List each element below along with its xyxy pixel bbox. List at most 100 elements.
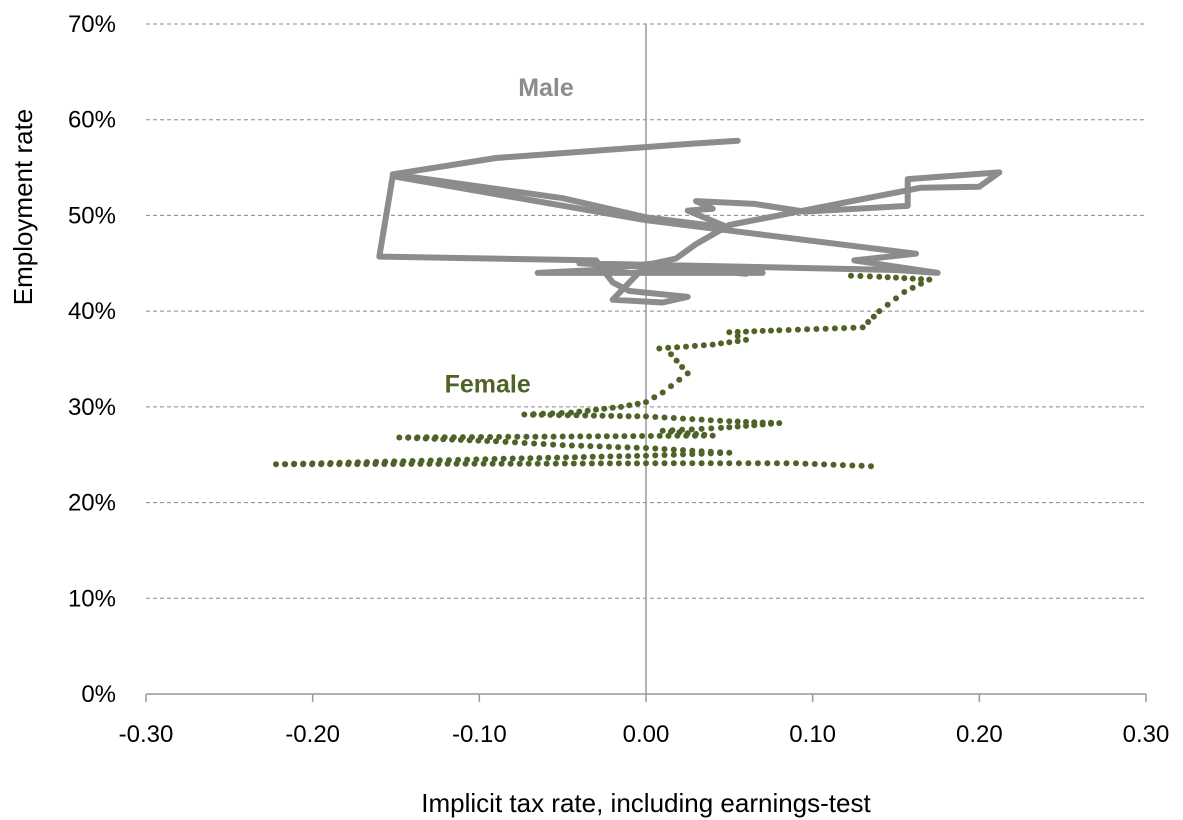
female-series-dot [884, 301, 891, 308]
female-series-dot [422, 435, 429, 442]
female-series-dot [683, 432, 690, 439]
female-series-dot [573, 412, 580, 419]
female-series-dot [794, 326, 801, 333]
female-series-dot [661, 414, 668, 421]
female-series-dot [390, 461, 397, 467]
female-series-dot [745, 460, 752, 467]
female-series-dot [514, 433, 521, 440]
female-series-dot [670, 415, 677, 421]
female-series-dot [918, 280, 924, 287]
y-tick-label: 10% [68, 585, 116, 612]
female-series-dot [634, 460, 640, 467]
female-series-dot [831, 325, 838, 332]
female-series-dot [768, 327, 774, 334]
male-series-label: Male [518, 74, 574, 102]
female-series-dot [381, 461, 388, 467]
female-series-dot [563, 454, 569, 461]
female-series-dot [734, 418, 741, 425]
female-series-dot [785, 327, 792, 333]
female-series-dot [363, 461, 370, 468]
female-series-dot [512, 439, 518, 446]
female-series-dot [870, 313, 877, 320]
female-series-dot [530, 411, 536, 418]
axes [145, 24, 1147, 702]
female-series-dot [783, 460, 790, 467]
female-series-dot [584, 407, 591, 414]
female-series-dot [743, 336, 749, 343]
female-series-dot [698, 460, 705, 467]
female-series-dot [431, 435, 438, 442]
female-series-dot [759, 327, 766, 334]
female-series-dot [708, 425, 715, 432]
female-series-dot [717, 460, 724, 467]
x-tick-label: 0.10 [789, 721, 836, 748]
female-series-dot [616, 453, 623, 460]
female-series-dot [674, 432, 681, 439]
female-series-dot [612, 433, 619, 440]
female-series-dot [688, 426, 695, 433]
female-series-dot [509, 455, 516, 462]
female-series-dot [543, 460, 550, 467]
y-tick-label: 40% [68, 298, 116, 325]
female-series-dot [865, 319, 872, 325]
male-series-line [376, 137, 1003, 306]
female-series-dot [665, 432, 672, 439]
female-series-dot [507, 460, 514, 467]
y-axis-title: Employment rate [8, 109, 38, 306]
female-series-dot [647, 433, 654, 439]
female-series-dot [670, 451, 677, 458]
female-series-dot [680, 460, 686, 467]
female-series-dot [457, 436, 464, 443]
female-series-dot [571, 454, 578, 461]
female-series-dot [482, 456, 489, 463]
female-series-dot [580, 454, 587, 460]
female-series-dot [615, 460, 622, 467]
female-series-dot [408, 460, 415, 467]
female-series-dot [734, 338, 741, 345]
female-series-dot [718, 424, 724, 431]
female-series-dot [661, 446, 668, 453]
female-series-dot [717, 417, 724, 424]
y-tick-label: 30% [68, 394, 116, 421]
female-series-dot [624, 444, 631, 451]
female-series-dot [505, 433, 512, 440]
female-series-dot [734, 333, 741, 339]
female-series-dot [626, 402, 633, 409]
female-series-dot [590, 412, 597, 419]
female-series-dot [670, 446, 677, 453]
female-series-dot [327, 461, 334, 468]
female-series-dot [453, 460, 460, 467]
female-series-dot [282, 461, 288, 468]
female-series-dot [726, 449, 733, 456]
female-series-dot [643, 445, 649, 451]
female-series-dot [700, 432, 707, 439]
female-series-dot [502, 438, 509, 445]
female-series-dot [589, 453, 596, 460]
female-series-dot [596, 443, 603, 450]
female-series-dot [734, 328, 741, 335]
female-series-dot [652, 414, 659, 420]
female-series-dot [659, 389, 666, 396]
female-series-dot [532, 433, 539, 440]
female-series-dot [822, 325, 829, 332]
female-series-dot [570, 460, 577, 467]
female-series-dot [554, 454, 561, 461]
female-series-dot [717, 450, 724, 457]
female-series-dot [839, 462, 846, 469]
female-series-dot [698, 450, 705, 457]
female-series-dot [399, 461, 406, 467]
female-series-dot [625, 453, 632, 460]
female-series-dot [909, 284, 916, 291]
female-series-dot [743, 422, 749, 429]
female-series-dot [606, 460, 613, 467]
female-series-dot [901, 275, 908, 282]
female-series-dot [606, 443, 612, 450]
female-series-dot [593, 406, 599, 413]
x-tick-label: -0.20 [285, 721, 340, 748]
female-series-dot [661, 460, 668, 467]
female-series-dot [616, 413, 623, 419]
female-series-dot [484, 438, 491, 444]
female-series-dot [683, 343, 689, 350]
female-series-dot [734, 423, 741, 430]
